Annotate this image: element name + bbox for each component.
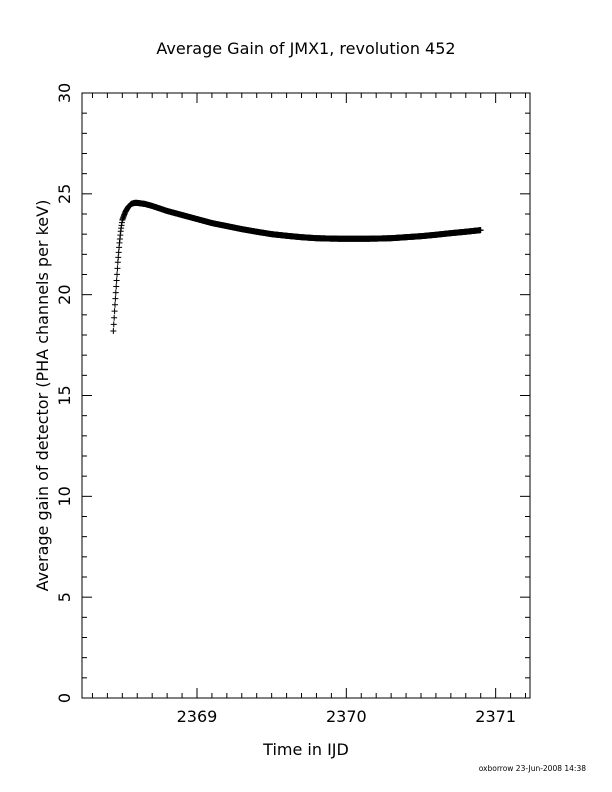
y-tick-label: 20	[55, 284, 74, 304]
data-point	[112, 295, 119, 302]
data-point	[111, 308, 118, 315]
plot-frame	[81, 92, 531, 699]
y-tick-label: 25	[55, 184, 74, 204]
y-axis: 0 5 10 15 20 25 30	[55, 83, 530, 703]
data-point	[111, 301, 118, 308]
x-axis: 2369 2370 2371	[91, 93, 527, 726]
y-tick-label: 30	[55, 83, 74, 103]
data-point	[477, 227, 484, 234]
x-tick-label: 2369	[177, 707, 218, 726]
y-tick-label: 5	[55, 592, 74, 602]
y-tick-label: 10	[55, 486, 74, 506]
footer-credit: oxborrow 23-Jun-2008 14:38	[479, 764, 587, 773]
y-tick-label: 0	[55, 693, 74, 703]
data-point	[110, 321, 117, 328]
y-tick-label: 15	[55, 385, 74, 405]
data-point	[111, 314, 118, 321]
data-point	[113, 283, 120, 290]
chart-title: Average Gain of JMX1, revolution 452	[156, 39, 455, 58]
data-point	[114, 265, 121, 272]
data-point	[113, 277, 120, 284]
x-tick-label: 2371	[475, 707, 516, 726]
data-point	[112, 289, 119, 296]
data-point	[110, 327, 117, 334]
data-points	[110, 199, 484, 334]
data-point	[114, 271, 121, 278]
x-tick-label: 2370	[326, 707, 367, 726]
x-axis-label: Time in IJD	[262, 740, 349, 759]
y-axis-label: Average gain of detector (PHA channels p…	[33, 200, 52, 592]
